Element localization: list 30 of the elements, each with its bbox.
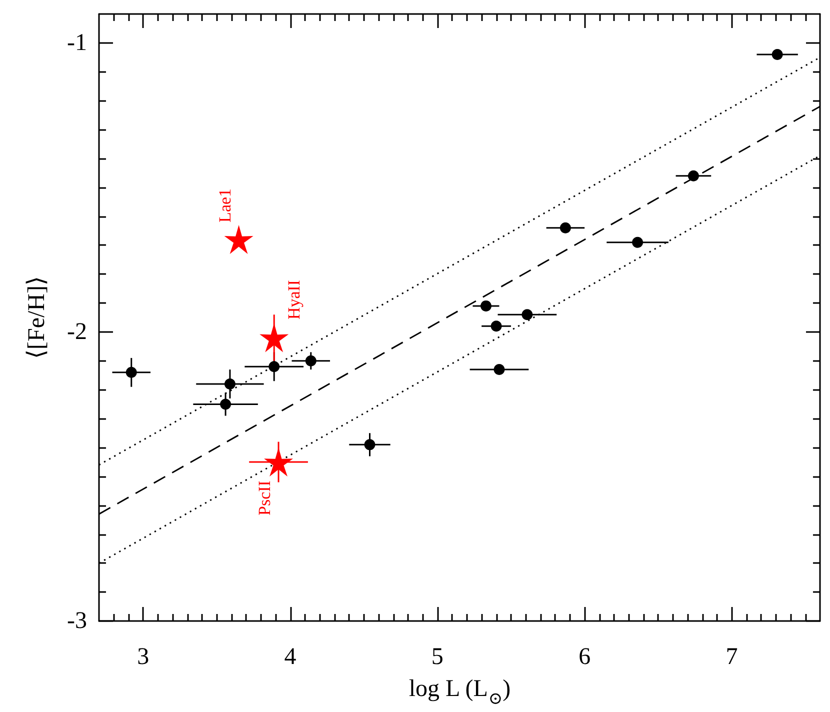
point	[364, 439, 376, 450]
point	[480, 300, 492, 312]
annotation: Lae1	[215, 188, 234, 222]
y-axis-title: ⟨[Fe/H]⟩	[24, 276, 50, 359]
x-tick-label: 4	[284, 644, 296, 670]
point	[264, 448, 294, 477]
point	[305, 355, 316, 366]
point	[224, 378, 236, 390]
x-tick-label: 6	[578, 644, 591, 670]
point	[126, 366, 137, 378]
point	[772, 48, 783, 60]
point	[522, 309, 533, 320]
point	[260, 323, 289, 352]
x-axis-title: log L (L⊙)	[408, 676, 511, 708]
point	[490, 320, 502, 332]
annotation: PscII	[255, 480, 274, 516]
point	[632, 236, 644, 248]
x-tick-label: 7	[726, 644, 738, 670]
point	[688, 170, 699, 182]
point	[268, 361, 280, 372]
x-tick-label: 3	[137, 644, 150, 670]
point	[494, 364, 505, 376]
point	[560, 222, 571, 234]
annotation: HyaII	[284, 280, 304, 320]
y-tick-label: -1	[67, 30, 87, 56]
point	[224, 224, 254, 254]
point	[220, 398, 232, 410]
y-tick-label: -3	[67, 608, 87, 634]
x-tick-label: 5	[431, 644, 444, 670]
y-tick-label: -2	[67, 318, 87, 345]
